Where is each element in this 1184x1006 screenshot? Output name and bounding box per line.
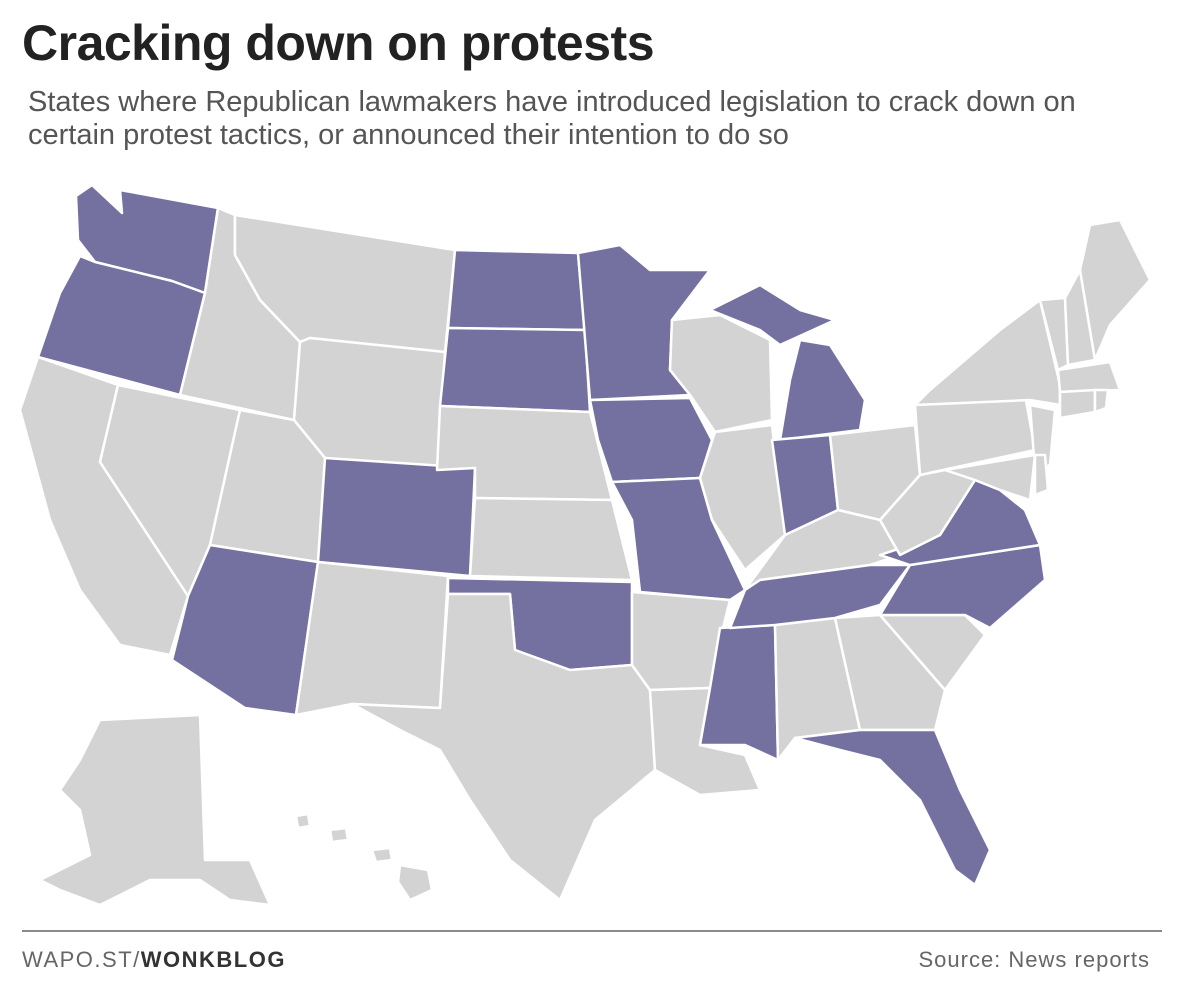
state-colorado xyxy=(316,456,477,578)
state-oregon xyxy=(36,254,207,397)
state-texas xyxy=(350,592,657,902)
chart-subtitle: States where Republican lawmakers have i… xyxy=(28,86,1076,151)
us-map-svg xyxy=(18,183,1152,907)
state-florida xyxy=(793,728,992,887)
footer-source: Source: News reports xyxy=(918,947,1150,972)
state-connecticut xyxy=(1058,388,1097,420)
footer-credit[interactable]: WAPO.ST/WONKBLOG xyxy=(22,947,286,973)
state-hawaii-kauai xyxy=(294,812,312,830)
state-north-dakota xyxy=(446,248,587,332)
state-georgia xyxy=(833,613,947,732)
state-hawaii-big-island xyxy=(396,863,434,902)
state-alaska xyxy=(38,713,272,907)
state-tennessee xyxy=(728,563,912,630)
state-michigan-lower xyxy=(778,338,867,442)
state-new-mexico xyxy=(294,560,450,717)
credit-brand: WONKBLOG xyxy=(140,947,286,972)
state-iowa xyxy=(588,396,714,484)
chart-title: Cracking down on protests xyxy=(22,15,655,71)
state-rhode-island xyxy=(1093,388,1110,414)
credit-prefix: WAPO.ST/ xyxy=(22,947,141,972)
state-massachusetts xyxy=(1056,360,1122,394)
state-south-dakota xyxy=(438,326,592,414)
state-michigan-upper xyxy=(708,283,837,347)
us-map xyxy=(0,170,1184,910)
footer-divider xyxy=(22,930,1162,932)
state-maine xyxy=(1078,218,1152,362)
state-hawaii-oahu xyxy=(328,826,350,844)
state-kansas xyxy=(468,496,634,582)
state-new-york xyxy=(913,298,1062,407)
state-maryland xyxy=(943,453,1037,502)
state-delaware xyxy=(1033,453,1050,497)
state-hawaii-maui xyxy=(370,846,394,864)
state-wisconsin xyxy=(668,313,774,434)
